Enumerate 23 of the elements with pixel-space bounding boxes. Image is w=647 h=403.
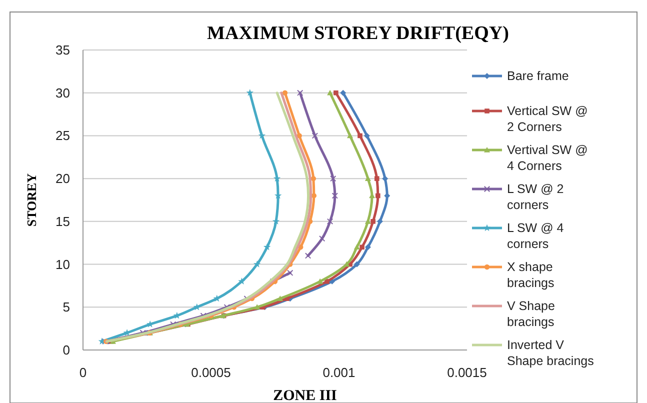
legend-label: V Shape bracings [507, 299, 556, 329]
y-tick-label: 0 [62, 342, 70, 358]
x-tick-label: 0.001 [322, 365, 356, 380]
y-tick-label: 15 [56, 214, 70, 229]
legend-label: L SW @ 2 corners [507, 182, 564, 212]
y-tick-label: 10 [56, 256, 70, 272]
y-tick-label: 25 [56, 128, 70, 144]
legend-label: Bare frame [507, 69, 569, 83]
y-tick-label: 30 [56, 85, 70, 100]
legend-label: X shape bracings [507, 260, 554, 290]
x-tick-label: 0.0005 [191, 365, 231, 380]
legend-label: Vertival SW @ 4 Corners [507, 143, 588, 173]
y-axis-title: STOREY [24, 172, 39, 227]
x-tick-label: 0.0015 [447, 365, 487, 380]
legend-label: Vertical SW @ 2 Corners [507, 104, 588, 134]
chart-title: MAXIMUM STOREY DRIFT(EQY) [207, 23, 509, 44]
y-tick-label: 5 [62, 300, 70, 315]
x-axis-title: ZONE III [273, 388, 338, 403]
y-tick-label: 35 [56, 42, 70, 58]
legend-label: Inverted V Shape bracings [507, 338, 594, 368]
x-tick-label: 0 [79, 365, 87, 380]
legend-label: L SW @ 4 corners [507, 221, 564, 251]
y-tick-label: 20 [56, 171, 70, 186]
